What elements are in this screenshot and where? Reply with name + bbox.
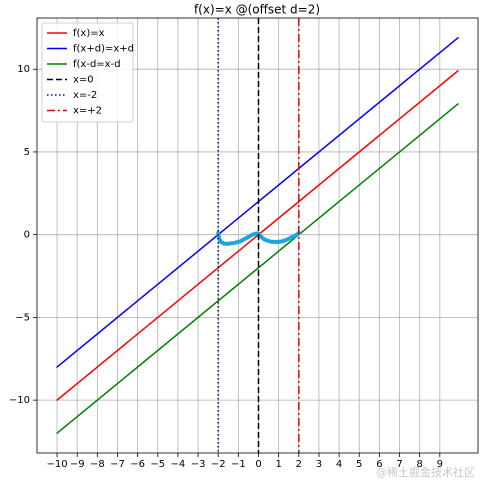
x-tick-label: −10 bbox=[46, 459, 67, 470]
x-tick-label: 3 bbox=[316, 459, 322, 470]
legend-label: x=+2 bbox=[73, 106, 102, 117]
watermark: @稀土掘金技术社区 bbox=[376, 465, 475, 479]
x-tick-label: −7 bbox=[110, 459, 125, 470]
chart-title: f(x)=x @(offset d=2) bbox=[194, 3, 320, 17]
line bbox=[56, 37, 459, 368]
x-tick-label: 1 bbox=[275, 459, 281, 470]
x-tick-label: −6 bbox=[130, 459, 145, 470]
y-tick-label: −10 bbox=[9, 395, 30, 406]
plot-frame bbox=[36, 17, 479, 454]
x-tick-label: 0 bbox=[255, 459, 261, 470]
x-tick-label: 2 bbox=[296, 459, 302, 470]
y-tick-label: 0 bbox=[24, 230, 30, 241]
legend-label: f(x+d)=x+d bbox=[73, 44, 134, 55]
x-tick-label: −2 bbox=[211, 459, 226, 470]
legend-label: f(x)=x bbox=[73, 28, 105, 39]
y-tick-label: 5 bbox=[24, 147, 30, 158]
x-tick-label: 5 bbox=[356, 459, 362, 470]
x-tick-label: −9 bbox=[70, 459, 85, 470]
y-tick-label: −5 bbox=[15, 312, 30, 323]
x-tick-label: 9 bbox=[437, 459, 443, 470]
line bbox=[56, 103, 459, 434]
x-tick-label: −5 bbox=[150, 459, 165, 470]
legend-label: f(x-d=x-d bbox=[73, 59, 121, 70]
x-tick-label: 8 bbox=[416, 459, 422, 470]
legend-label: x=-2 bbox=[73, 90, 97, 101]
x-tick-label: −8 bbox=[90, 459, 105, 470]
line bbox=[216, 231, 301, 246]
x-tick-label: 4 bbox=[336, 459, 342, 470]
x-tick-label: −3 bbox=[191, 459, 206, 470]
x-tick-label: −1 bbox=[231, 459, 246, 470]
x-tick-label: 6 bbox=[376, 459, 382, 470]
x-tick-label: −4 bbox=[171, 459, 186, 470]
x-tick-label: 7 bbox=[396, 459, 402, 470]
y-tick-label: 10 bbox=[17, 64, 30, 75]
legend-label: x=0 bbox=[73, 75, 94, 86]
